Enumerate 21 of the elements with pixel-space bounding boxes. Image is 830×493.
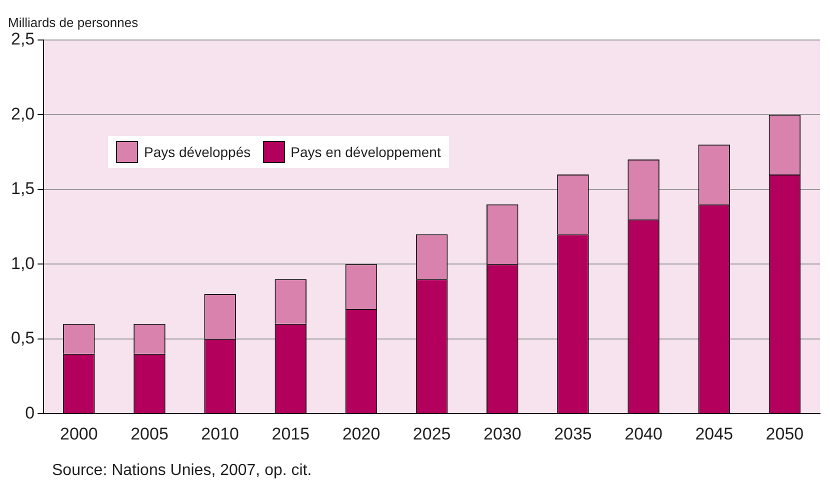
source-note: Source: Nations Unies, 2007, op. cit. — [52, 462, 313, 480]
y-axis-title: Milliards de personnes — [8, 15, 139, 30]
legend-label: Pays développés — [144, 144, 251, 160]
y-tick-label: 2,5 — [10, 30, 35, 49]
x-tick-label: 2035 — [554, 424, 592, 444]
x-tick-label: 2010 — [201, 424, 239, 444]
x-tick-label: 2030 — [483, 424, 522, 444]
x-tick-label: 2020 — [342, 424, 380, 444]
y-tick-label: 1,0 — [10, 254, 35, 273]
x-tick-label: 2025 — [412, 424, 451, 444]
x-tick-label: 2005 — [130, 424, 168, 444]
y-tick-label: 1,5 — [10, 179, 35, 198]
x-tick-label: 2040 — [624, 424, 662, 444]
y-tick-label: 2,0 — [10, 104, 35, 124]
legend-label: Pays en développement — [290, 144, 441, 160]
x-tick-label: 2015 — [272, 424, 310, 444]
x-tick-label: 2050 — [766, 424, 804, 444]
x-tick-label: 2000 — [60, 424, 98, 444]
y-tick-label: 0,5 — [10, 328, 35, 348]
x-tick-label: 2045 — [695, 424, 734, 444]
y-tick-label: 0 — [25, 403, 35, 422]
